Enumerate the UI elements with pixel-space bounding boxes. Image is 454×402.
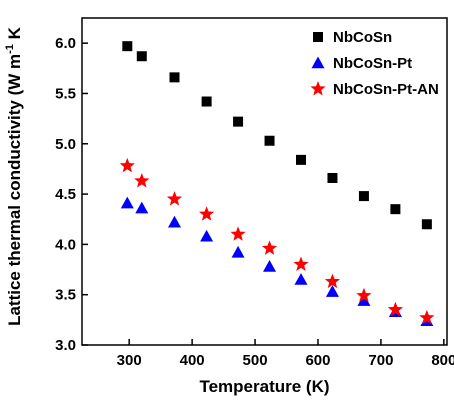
- data-point: [201, 96, 212, 107]
- data-points: [119, 41, 435, 327]
- data-point: [120, 196, 134, 209]
- x-tick-label: 500: [243, 352, 268, 369]
- data-point: [264, 135, 275, 146]
- data-point: [387, 301, 404, 317]
- data-point: [357, 294, 371, 306]
- x-tick-label: 700: [368, 352, 393, 369]
- series-nbcosn-pt-an: [119, 157, 435, 325]
- y-tick-label: 6.0: [55, 35, 76, 52]
- legend-label-nbcosn-pt: NbCoSn-Pt: [333, 55, 412, 72]
- legend-item-nbcosn-pt: NbCoSn-Pt: [311, 55, 412, 72]
- legend-label-nbcosn: NbCoSn: [333, 29, 392, 46]
- y-tick-label: 3.5: [55, 287, 76, 304]
- data-point: [324, 273, 341, 289]
- plot-border: [81, 17, 448, 346]
- data-point: [296, 154, 306, 165]
- y-axis: 3.0 3.5 4.0 4.5 5.0 5.5 6.0: [55, 35, 88, 354]
- data-point: [233, 116, 244, 127]
- plot-frame: [81, 17, 448, 346]
- legend: NbCoSn NbCoSn-Pt NbCoSn-Pt-AN: [310, 29, 439, 98]
- data-point: [231, 245, 245, 258]
- x-axis: 300 400 500 600 700 800: [117, 339, 454, 369]
- y-axis-title-end: K: [5, 26, 24, 44]
- x-tick-label: 800: [431, 352, 454, 369]
- data-point: [390, 204, 401, 215]
- series-nbcosn-pt: [120, 196, 434, 327]
- legend-marker-square: [313, 32, 323, 42]
- data-point: [166, 191, 183, 206]
- y-tick-label: 4.0: [55, 236, 76, 253]
- data-point: [358, 191, 369, 202]
- y-tick-label: 5.0: [55, 136, 76, 153]
- data-point: [200, 229, 214, 242]
- legend-label-nbcosn-pt-an: NbCoSn-Pt-AN: [333, 81, 439, 98]
- data-point: [198, 206, 215, 221]
- data-point: [169, 72, 180, 83]
- x-tick-label: 400: [180, 352, 205, 369]
- data-point: [327, 172, 338, 183]
- data-point: [294, 273, 308, 285]
- data-point: [136, 51, 147, 62]
- data-point: [134, 173, 150, 188]
- legend-marker-triangle: [311, 56, 325, 69]
- data-point: [230, 226, 246, 241]
- data-point: [325, 285, 339, 297]
- legend-marker-star: [310, 81, 326, 96]
- legend-item-nbcosn-pt-an: NbCoSn-Pt-AN: [310, 81, 439, 98]
- legend-marker: [310, 81, 326, 96]
- y-axis-title-superscript: -1: [4, 44, 16, 54]
- data-point: [293, 256, 309, 271]
- data-point: [419, 309, 435, 325]
- x-tick-label: 600: [305, 352, 330, 369]
- legend-marker: [311, 56, 325, 69]
- data-point: [356, 287, 372, 303]
- data-point: [119, 157, 135, 173]
- legend-item-nbcosn: NbCoSn: [313, 29, 392, 46]
- data-point: [421, 219, 432, 230]
- y-axis-title-main: Lattice thermal conductivity (W m: [5, 54, 24, 326]
- y-axis-title: Lattice thermal conductivity (W m-1 K: [4, 26, 24, 326]
- data-point: [168, 215, 182, 228]
- series-nbcosn: [122, 41, 432, 230]
- data-point: [263, 260, 277, 272]
- y-tick-label: 3.0: [55, 337, 76, 354]
- y-tick-label: 4.5: [55, 186, 76, 203]
- x-axis-title: Temperature (K): [199, 377, 329, 396]
- x-tick-label: 300: [117, 352, 142, 369]
- y-tick-label: 5.5: [55, 85, 76, 102]
- legend-marker: [313, 32, 323, 42]
- data-point: [135, 201, 149, 214]
- data-point: [261, 240, 278, 255]
- data-point: [122, 41, 133, 52]
